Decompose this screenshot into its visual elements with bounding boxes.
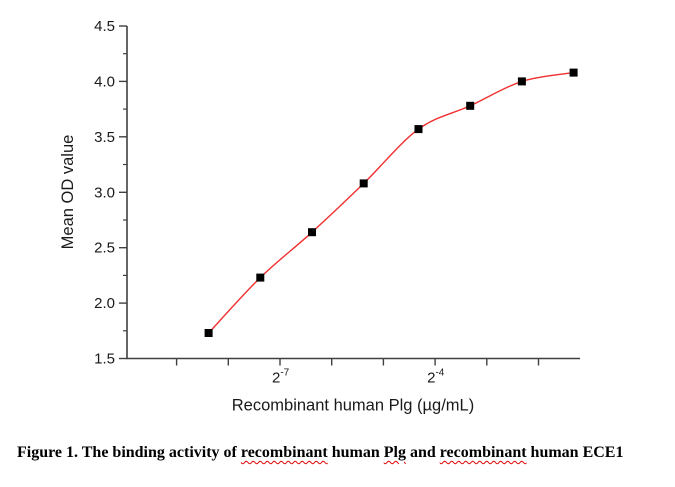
caption-misspelled-word: recombinant xyxy=(439,444,527,461)
data-point-marker xyxy=(359,179,368,188)
data-point-marker xyxy=(204,329,213,337)
data-point-marker xyxy=(308,228,316,237)
data-point-marker xyxy=(466,101,475,110)
figure-caption: Figure 1. The binding activity of recomb… xyxy=(17,443,667,463)
y-tick-label: 4.0 xyxy=(94,73,115,90)
data-point-marker xyxy=(517,77,526,86)
x-tick-label: 2-7 xyxy=(272,368,290,387)
data-point-marker xyxy=(256,273,265,282)
x-axis-title: Recombinant human Plg (µg/mL) xyxy=(232,397,474,415)
axis-frame xyxy=(126,26,580,360)
data-point-marker xyxy=(414,125,423,134)
caption-text: and xyxy=(405,444,440,461)
caption-misspelled-word: recombinant xyxy=(240,444,328,461)
caption-text: human xyxy=(327,444,384,461)
y-tick-label: 2.5 xyxy=(94,240,115,257)
data-point-marker xyxy=(569,68,578,77)
caption-misspelled-word: Plg xyxy=(383,444,406,461)
y-tick-label: 1.5 xyxy=(94,351,115,368)
x-tick-label: 2-4 xyxy=(427,368,445,387)
binding-activity-chart: 1.5 2.0 2.5 3.0 3.5 4.0 4.5 2-7 2-4 Mean OD value… xyxy=(59,18,580,415)
y-axis-title: Mean OD value xyxy=(59,135,77,250)
y-tick-label: 4.5 xyxy=(94,18,115,35)
y-tick-label: 3.5 xyxy=(94,129,115,146)
y-tick-label: 3.0 xyxy=(94,184,115,201)
caption-text: Figure 1. The binding activity of xyxy=(17,444,241,461)
y-tick-label: 2.0 xyxy=(94,295,115,312)
fit-curve xyxy=(208,71,574,334)
caption-text: human ECE1 xyxy=(526,444,624,461)
chart-canvas: 1.5 2.0 2.5 3.0 3.5 4.0 4.5 2-7 2-4 Mean OD value… xyxy=(59,18,580,415)
